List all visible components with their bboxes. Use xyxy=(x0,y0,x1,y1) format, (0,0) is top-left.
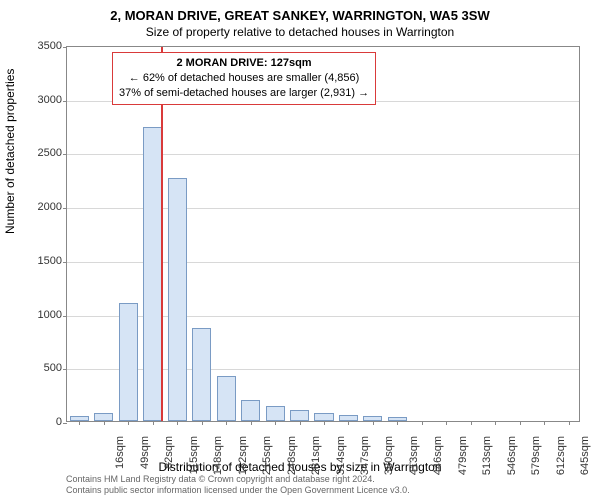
histogram-bar xyxy=(168,178,187,421)
chart-subtitle: Size of property relative to detached ho… xyxy=(0,23,600,39)
x-tick-label: 82sqm xyxy=(163,436,175,480)
y-tick-mark xyxy=(63,154,67,155)
y-tick-label: 2500 xyxy=(12,147,62,159)
y-tick-label: 3000 xyxy=(12,94,62,106)
x-tick-mark xyxy=(300,421,301,425)
annotation-line1: 2 MORAN DRIVE: 127sqm xyxy=(119,56,369,71)
x-tick-label: 513sqm xyxy=(481,436,493,480)
x-tick-label: 281sqm xyxy=(310,436,322,480)
x-tick-mark xyxy=(79,421,80,425)
histogram-bar xyxy=(314,413,333,421)
histogram-bar xyxy=(119,303,138,421)
x-tick-label: 182sqm xyxy=(237,436,249,480)
x-tick-label: 314sqm xyxy=(335,436,347,480)
x-tick-mark xyxy=(397,421,398,425)
y-tick-label: 1500 xyxy=(12,255,62,267)
x-tick-mark xyxy=(128,421,129,425)
histogram-bar xyxy=(192,328,211,421)
x-tick-label: 49sqm xyxy=(139,436,151,480)
x-tick-mark xyxy=(569,421,570,425)
x-tick-label: 446sqm xyxy=(432,436,444,480)
histogram-bar xyxy=(241,400,260,421)
y-tick-mark xyxy=(63,423,67,424)
x-tick-mark xyxy=(104,421,105,425)
y-tick-mark xyxy=(63,262,67,263)
histogram-bar xyxy=(290,410,309,421)
histogram-bar xyxy=(266,406,285,421)
x-tick-label: 579sqm xyxy=(530,436,542,480)
histogram-bar xyxy=(94,413,113,421)
y-tick-label: 1000 xyxy=(12,309,62,321)
annotation-box: 2 MORAN DRIVE: 127sqm← 62% of detached h… xyxy=(112,52,376,105)
x-tick-label: 16sqm xyxy=(114,436,126,480)
chart-title: 2, MORAN DRIVE, GREAT SANKEY, WARRINGTON… xyxy=(0,0,600,23)
x-tick-label: 380sqm xyxy=(383,436,395,480)
x-tick-label: 645sqm xyxy=(579,436,591,480)
x-tick-mark xyxy=(177,421,178,425)
x-tick-mark xyxy=(348,421,349,425)
x-tick-label: 215sqm xyxy=(261,436,273,480)
x-tick-mark xyxy=(446,421,447,425)
x-tick-mark xyxy=(520,421,521,425)
x-tick-mark xyxy=(495,421,496,425)
x-tick-mark xyxy=(251,421,252,425)
x-tick-mark xyxy=(471,421,472,425)
y-tick-mark xyxy=(63,101,67,102)
y-tick-label: 500 xyxy=(12,362,62,374)
x-tick-label: 115sqm xyxy=(188,436,200,480)
x-tick-mark xyxy=(226,421,227,425)
x-tick-label: 347sqm xyxy=(359,436,371,480)
x-tick-mark xyxy=(544,421,545,425)
annotation-line3: 37% of semi-detached houses are larger (… xyxy=(119,86,369,101)
x-tick-label: 148sqm xyxy=(212,436,224,480)
x-tick-mark xyxy=(202,421,203,425)
x-tick-mark xyxy=(153,421,154,425)
x-tick-mark xyxy=(422,421,423,425)
histogram-bar xyxy=(217,376,236,421)
x-tick-label: 479sqm xyxy=(457,436,469,480)
x-tick-label: 612sqm xyxy=(555,436,567,480)
x-tick-label: 546sqm xyxy=(506,436,518,480)
x-tick-label: 413sqm xyxy=(408,436,420,480)
y-tick-label: 3500 xyxy=(12,40,62,52)
y-tick-mark xyxy=(63,208,67,209)
x-tick-mark xyxy=(275,421,276,425)
annotation-line2: ← 62% of detached houses are smaller (4,… xyxy=(119,71,369,86)
footer-line2: Contains public sector information licen… xyxy=(66,485,580,496)
y-tick-mark xyxy=(63,47,67,48)
y-tick-mark xyxy=(63,316,67,317)
y-tick-mark xyxy=(63,369,67,370)
histogram-bar xyxy=(143,127,162,421)
y-tick-label: 0 xyxy=(12,416,62,428)
x-tick-mark xyxy=(373,421,374,425)
x-tick-label: 248sqm xyxy=(286,436,298,480)
y-tick-label: 2000 xyxy=(12,201,62,213)
x-tick-mark xyxy=(324,421,325,425)
